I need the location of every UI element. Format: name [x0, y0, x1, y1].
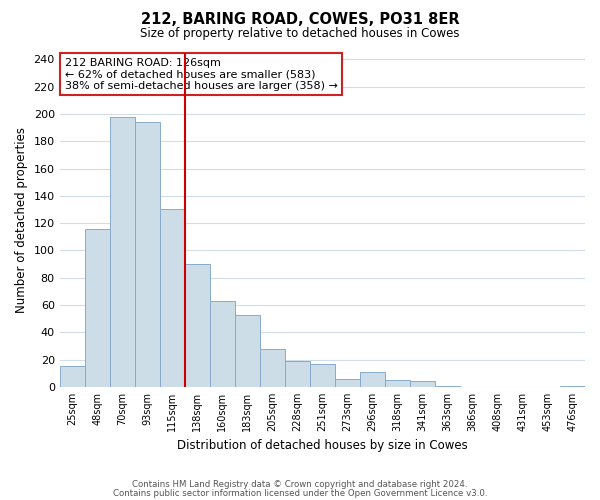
Bar [385, 380, 410, 387]
Bar [360, 372, 385, 387]
Text: 212 BARING ROAD: 126sqm
← 62% of detached houses are smaller (583)
38% of semi-d: 212 BARING ROAD: 126sqm ← 62% of detache… [65, 58, 338, 90]
Bar [285, 361, 310, 387]
Bar [310, 364, 335, 387]
Text: Contains public sector information licensed under the Open Government Licence v3: Contains public sector information licen… [113, 488, 487, 498]
Bar [410, 382, 435, 387]
Bar [560, 386, 585, 387]
Bar [59, 366, 85, 387]
X-axis label: Distribution of detached houses by size in Cowes: Distribution of detached houses by size … [177, 440, 468, 452]
Y-axis label: Number of detached properties: Number of detached properties [15, 126, 28, 312]
Bar [260, 348, 285, 387]
Bar [110, 116, 135, 387]
Bar [135, 122, 160, 387]
Bar [235, 314, 260, 387]
Text: 212, BARING ROAD, COWES, PO31 8ER: 212, BARING ROAD, COWES, PO31 8ER [140, 12, 460, 28]
Bar [160, 210, 185, 387]
Text: Size of property relative to detached houses in Cowes: Size of property relative to detached ho… [140, 28, 460, 40]
Bar [435, 386, 460, 387]
Bar [185, 264, 210, 387]
Bar [210, 301, 235, 387]
Text: Contains HM Land Registry data © Crown copyright and database right 2024.: Contains HM Land Registry data © Crown c… [132, 480, 468, 489]
Bar [335, 378, 360, 387]
Bar [85, 228, 110, 387]
